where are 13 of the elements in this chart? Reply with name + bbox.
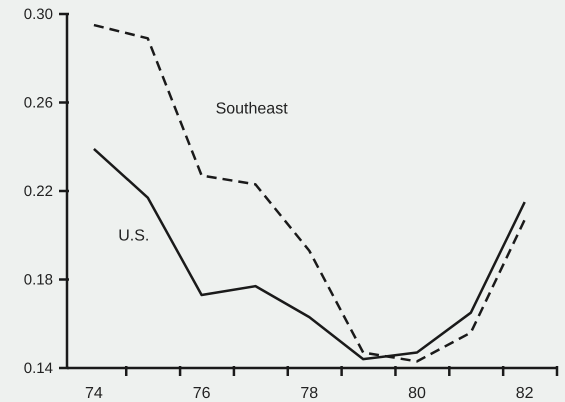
line-series (92, 24, 526, 363)
y-tick-label: 0.22 (24, 183, 53, 200)
y-tick-label: 0.14 (24, 360, 53, 377)
x-tick-label: 76 (192, 385, 211, 402)
x-tick-label: 74 (85, 385, 103, 402)
y-tick-label: 0.18 (24, 272, 53, 288)
x-tick-label: 82 (516, 385, 534, 402)
y-tick-label: 0.30 (24, 6, 53, 23)
x-tick-label: 80 (408, 385, 426, 402)
y-tick-label: 0.26 (24, 94, 53, 112)
text: Southeast (216, 100, 288, 118)
x-tick-label: 78 (300, 385, 318, 402)
series-label: U.S. (118, 228, 150, 245)
